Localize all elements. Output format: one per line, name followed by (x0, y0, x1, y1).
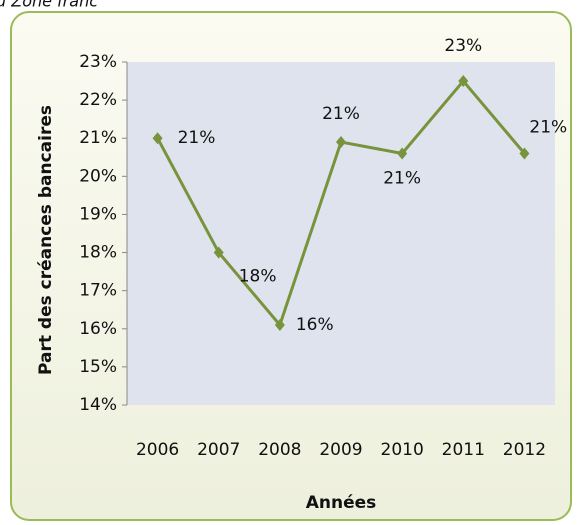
y-tick-label: 22% (79, 90, 117, 110)
y-tick-label: 19% (79, 204, 117, 224)
data-label: 21% (383, 168, 421, 188)
marker (274, 318, 285, 331)
y-tick-label: 23% (79, 52, 117, 72)
marker (213, 246, 224, 259)
y-tick-label: 15% (79, 357, 117, 377)
data-label: 21% (322, 104, 360, 124)
marker (336, 136, 346, 149)
x-tick-label: 2006 (136, 440, 179, 460)
x-tick-label: 2008 (258, 440, 301, 460)
x-tick-label: 2012 (503, 440, 546, 460)
marker (152, 132, 163, 145)
data-label: 21% (529, 117, 567, 137)
data-label: 23% (444, 36, 482, 56)
x-tick-label: 2009 (319, 440, 362, 460)
y-tick-label: 17% (79, 281, 117, 301)
x-tick-label: 2010 (381, 440, 424, 460)
plot-area (127, 62, 555, 405)
y-tick-label: 20% (79, 166, 117, 186)
y-tick-label: 18% (79, 243, 117, 263)
y-axis-label: Part des créances bancaires (36, 105, 56, 375)
y-tick-label: 16% (79, 319, 117, 339)
marker (397, 147, 408, 160)
x-tick-label: 2011 (442, 440, 485, 460)
y-tick-label: 14% (79, 395, 117, 415)
data-label: 21% (178, 128, 216, 148)
data-label: 16% (296, 315, 334, 335)
caption: u Zone franc (0, 0, 98, 11)
marker (458, 75, 469, 88)
x-axis-label: Années (306, 493, 377, 513)
y-tick-label: 21% (79, 128, 117, 148)
data-label: 18% (239, 267, 277, 287)
marker (519, 147, 530, 160)
x-tick-label: 2007 (197, 440, 240, 460)
